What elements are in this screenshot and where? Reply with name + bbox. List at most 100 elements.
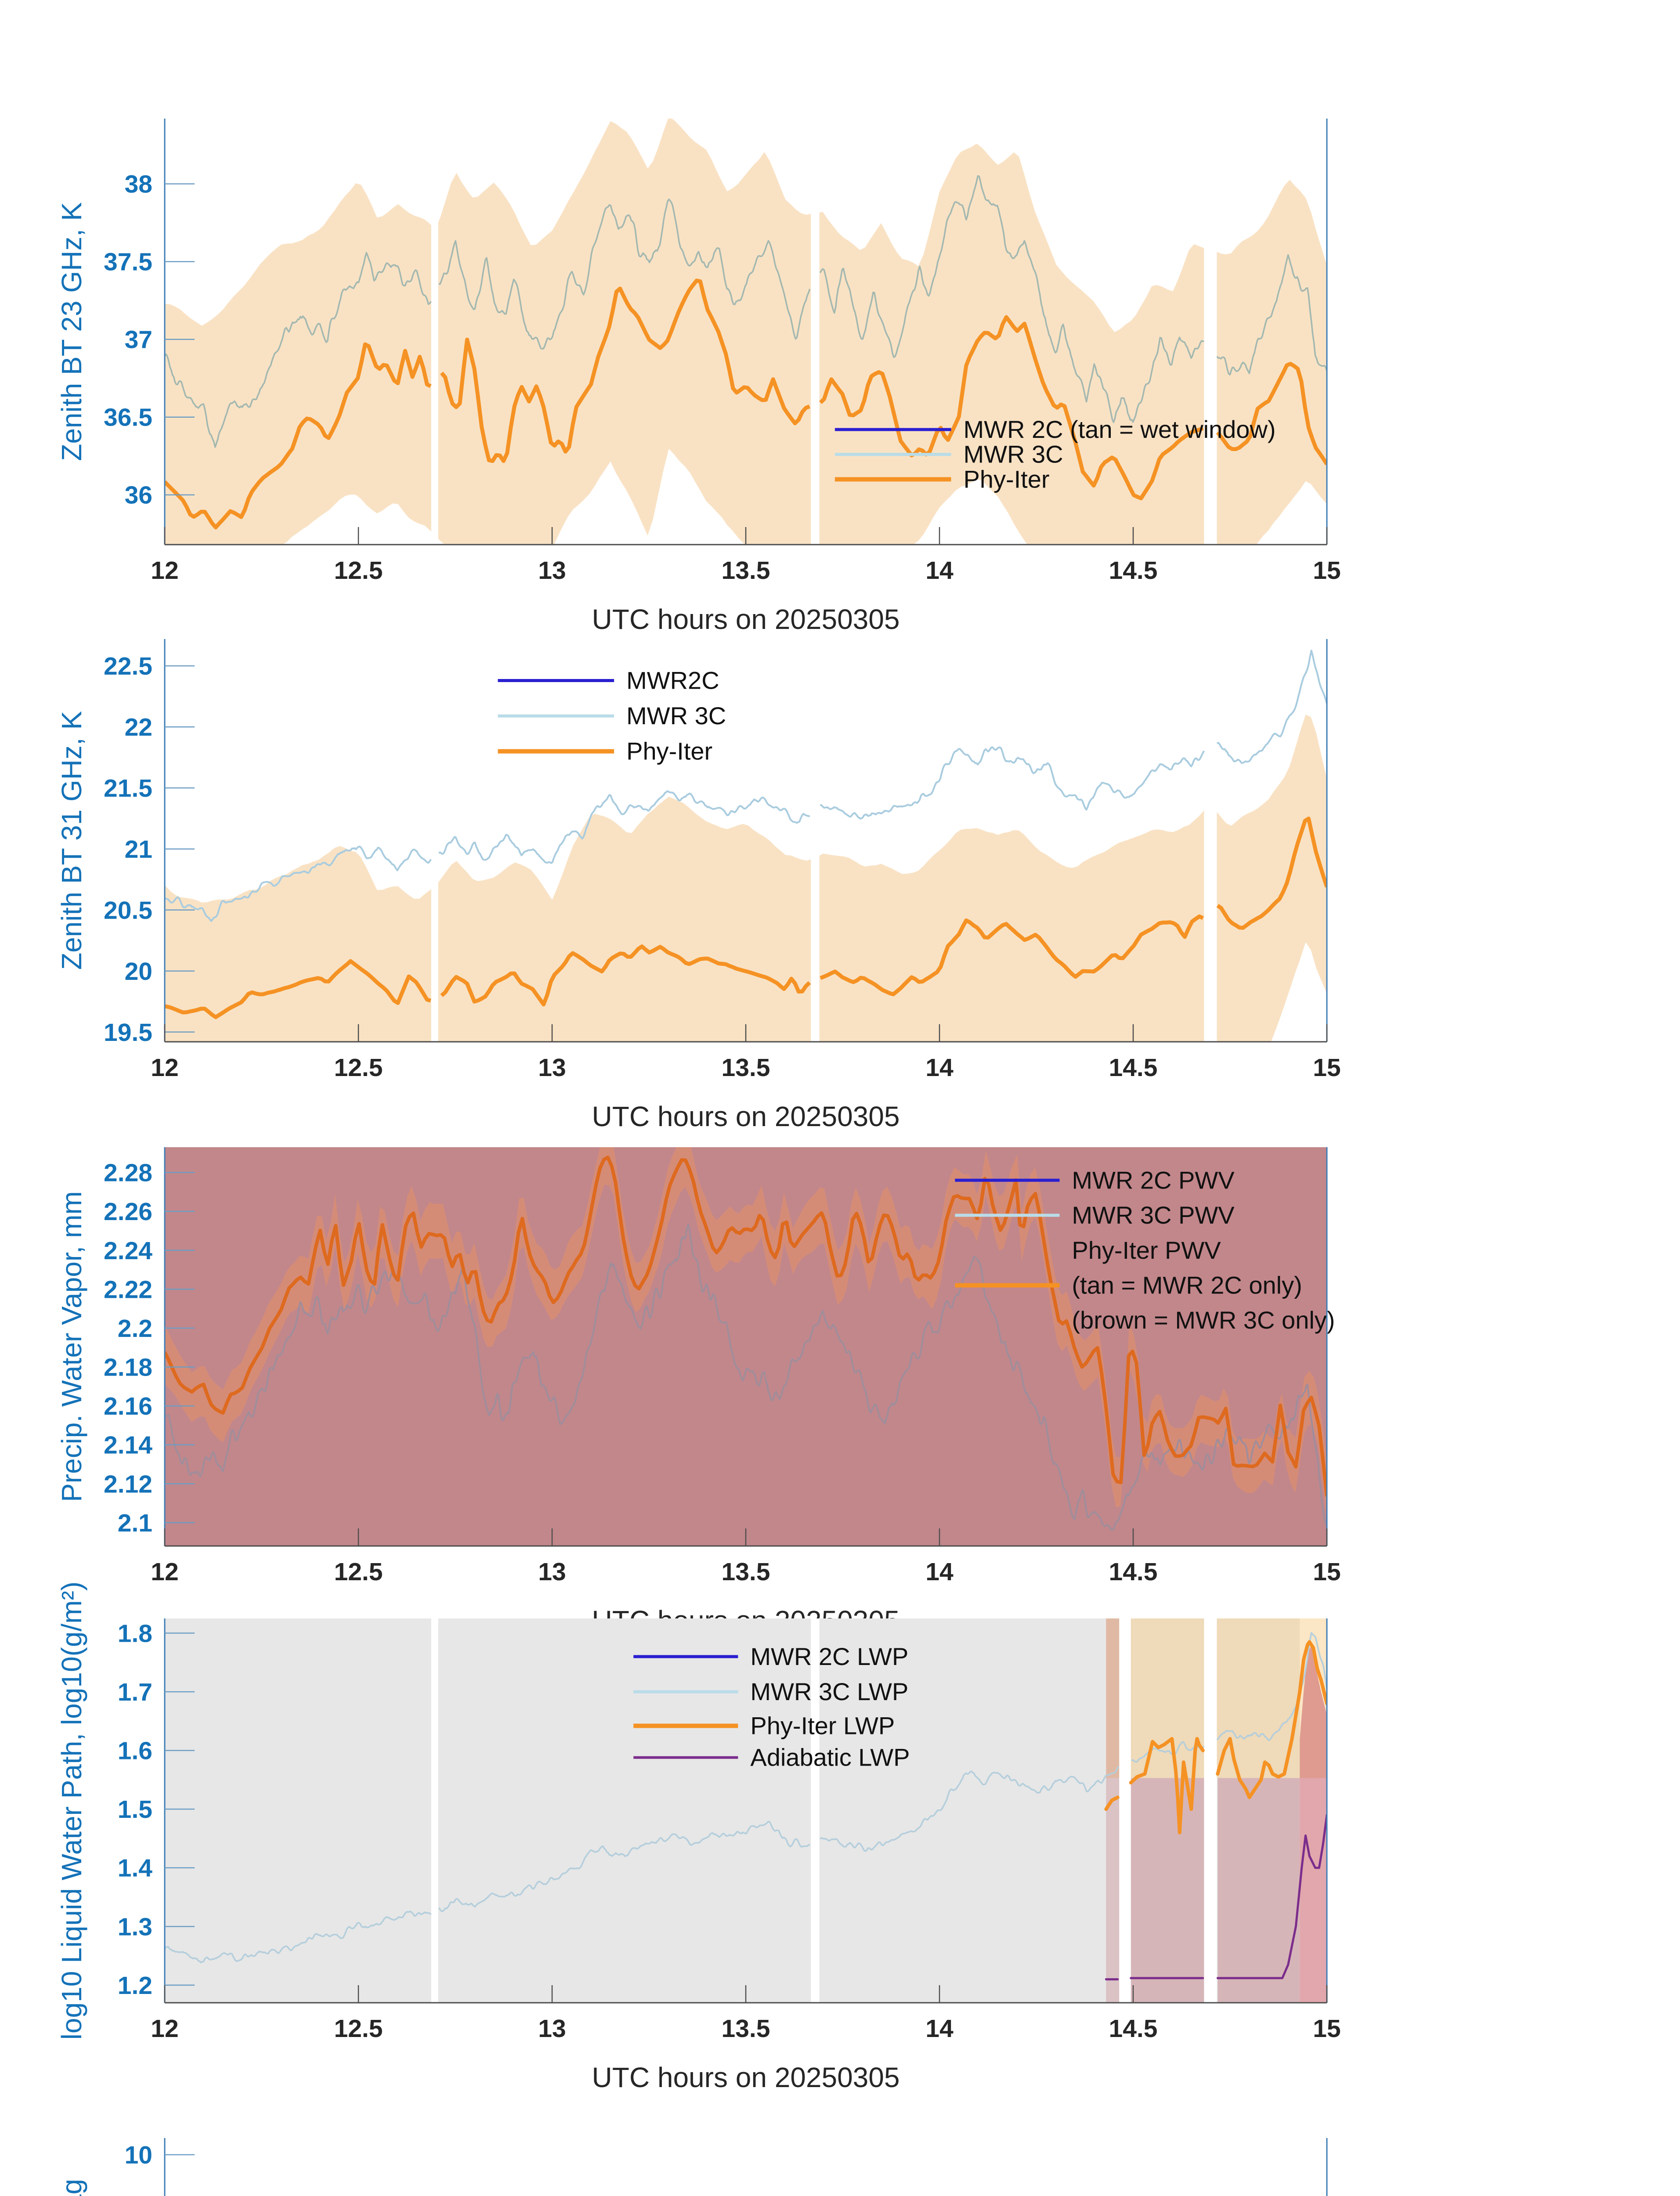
bt31-data-gap-stripe-0 xyxy=(431,639,438,1042)
lwp-legend-label-2: Phy-Iter LWP xyxy=(750,1712,895,1739)
lwp-data-gap-stripe-3 xyxy=(1204,1618,1217,2003)
lwp-xtick-label-0: 12 xyxy=(151,2015,178,2043)
lwp-adiabatic-line-seg-2 xyxy=(1216,1814,1327,1979)
bt23-data-gap-stripe-2 xyxy=(1204,119,1217,545)
bt31-xtick-label-6: 15 xyxy=(1313,1054,1340,1082)
bt23-xlabel: UTC hours on 20250305 xyxy=(592,603,900,635)
bt23-ytick-label-0: 36 xyxy=(125,481,152,509)
pwv-xtick-label-4: 14 xyxy=(925,1558,954,1586)
bt31-plot-area xyxy=(165,639,1327,1042)
pwv-ytick-label-4: 2.18 xyxy=(104,1354,152,1382)
bt31-ytick-label-2: 20.5 xyxy=(104,896,152,925)
bt23-ytick-label-4: 38 xyxy=(125,170,152,199)
pwv-legend-label-3: (tan = MWR 2C only) xyxy=(1072,1271,1302,1299)
bt31-xtick-label-2: 13 xyxy=(538,1054,566,1082)
pwv-legend-label-4: (brown = MWR 3C only) xyxy=(1072,1306,1335,1334)
bt31-ytick-label-0: 19.5 xyxy=(104,1019,152,1047)
bt31-mwr3c-line xyxy=(165,650,1327,922)
bt31-wet-window-band xyxy=(165,715,1327,1042)
bt31-ytick-label-4: 21.5 xyxy=(104,774,152,802)
bt23-wet-window-band xyxy=(165,119,1327,545)
bt23-ytick-label-3: 37.5 xyxy=(104,248,152,276)
bt23-plot-area xyxy=(165,119,1327,545)
pwv-legend: MWR 2C PWV MWR 3C PWV Phy-Iter PWV (tan = M… xyxy=(955,1166,1335,1334)
lwp-bg-layer-4 xyxy=(1218,1778,1300,2003)
panel-bt31: MWR2C MWR 3C Phy-Iter 19.5 20 20.5 21 21.5 22 22.… xyxy=(56,639,1341,1132)
bt31-ytick-label-3: 21 xyxy=(125,835,152,863)
bt23-xtick-label-3: 13.5 xyxy=(722,556,770,585)
bt31-xtick-label-5: 14.5 xyxy=(1109,1054,1158,1082)
bt31-ylabel: Zenith BT 31 GHz, K xyxy=(56,711,87,970)
bt31-legend-label-0: MWR2C xyxy=(626,666,719,694)
lwp-phyiter-line-seg-2 xyxy=(1216,1640,1327,1799)
bt31-xtick-label-4: 14 xyxy=(925,1054,954,1082)
dqflag-ytick-label-5: 10 xyxy=(125,2141,152,2169)
pwv-ytick-label-3: 2.16 xyxy=(104,1392,152,1420)
bt23-legend-label-1: MWR 3C xyxy=(963,441,1063,468)
pwv-background xyxy=(165,1147,1327,1546)
lwp-ytick-label-3: 1.5 xyxy=(118,1795,152,1824)
pwv-ytick-label-0: 2.1 xyxy=(118,1509,152,1537)
lwp-phyiter-line-seg-1 xyxy=(1129,1737,1205,1835)
lwp-legend-label-0: MWR 2C LWP xyxy=(750,1643,908,1670)
bt23-ytick-label-2: 37 xyxy=(125,326,152,354)
pwv-xtick-label-6: 15 xyxy=(1313,1558,1340,1586)
bt31-xlabel: UTC hours on 20250305 xyxy=(592,1101,900,1132)
pwv-xtick-label-5: 14.5 xyxy=(1109,1558,1158,1586)
bt23-xtick-label-6: 15 xyxy=(1313,556,1340,585)
lwp-xlabel: UTC hours on 20250305 xyxy=(592,2062,900,2093)
lwp-legend-label-3: Adiabatic LWP xyxy=(750,1744,910,1771)
pwv-ytick-label-7: 2.24 xyxy=(104,1237,152,1265)
bt23-xtick-label-5: 14.5 xyxy=(1109,556,1158,585)
bt31-phyiter-line xyxy=(165,816,1327,1019)
bt23-xtick-label-0: 12 xyxy=(151,556,178,585)
lwp-bg-layer-2 xyxy=(1106,1618,1120,2003)
bt23-xtick-label-2: 13 xyxy=(538,556,566,585)
lwp-ytick-label-2: 1.4 xyxy=(118,1854,153,1882)
lwp-ytick-label-1: 1.3 xyxy=(118,1913,152,1941)
bt23-ytick-label-1: 36.5 xyxy=(104,404,152,432)
pwv-ytick-label-1: 2.12 xyxy=(104,1470,152,1498)
lwp-legend: MWR 2C LWP MWR 3C LWP Phy-Iter LWP Adiabati… xyxy=(633,1643,910,1771)
bt23-legend-label-0: MWR 2C (tan = wet window) xyxy=(963,415,1275,443)
lwp-ytick-label-5: 1.7 xyxy=(118,1678,152,1706)
bt31-legend: MWR2C MWR 3C Phy-Iter xyxy=(498,666,726,765)
lwp-data-gap-stripe-2 xyxy=(1119,1618,1131,2003)
lwp-phyiter-line-seg-0 xyxy=(1104,1795,1120,1811)
pwv-ytick-label-6: 2.22 xyxy=(104,1275,152,1304)
pwv-ytick-label-5: 2.2 xyxy=(118,1315,152,1343)
lwp-plot-area xyxy=(165,1618,1327,2003)
bt23-xtick-label-4: 14 xyxy=(925,556,954,585)
lwp-legend-label-1: MWR 3C LWP xyxy=(750,1678,908,1705)
pwv-ytick-label-8: 2.26 xyxy=(104,1198,152,1226)
pwv-phyiter-line xyxy=(165,1156,1327,1497)
bt31-xtick-label-0: 12 xyxy=(151,1054,178,1082)
bt23-ylabel: Zenith BT 23 GHz, K xyxy=(56,202,87,461)
bt23-phyiter-line xyxy=(165,278,1327,530)
lwp-data-gap-stripe-1 xyxy=(811,1618,820,2003)
bt23-data-gap-stripe-0 xyxy=(431,119,438,545)
lwp-xtick-label-2: 13 xyxy=(538,2015,566,2043)
lwp-xtick-label-4: 14 xyxy=(925,2015,954,2043)
pwv-legend-label-1: MWR 3C PWV xyxy=(1072,1201,1235,1229)
lwp-xtick-label-3: 13.5 xyxy=(722,2015,770,2043)
lwp-ytick-label-6: 1.8 xyxy=(118,1619,152,1647)
bt31-xtick-label-1: 12.5 xyxy=(334,1054,383,1082)
lwp-xtick-label-5: 14.5 xyxy=(1109,2015,1158,2043)
lwp-bg-poly-5 xyxy=(1300,1645,1327,2003)
pwv-ytick-label-2: 2.14 xyxy=(104,1431,152,1459)
pwv-plot-area xyxy=(165,1147,1327,1546)
lwp-ytick-label-4: 1.6 xyxy=(118,1737,152,1765)
pwv-legend-label-0: MWR 2C PWV xyxy=(1072,1166,1235,1194)
bt31-ytick-label-5: 22 xyxy=(125,713,152,741)
lwp-ylabel: log10 Liquid Water Path, log10(g/m²) xyxy=(56,1582,87,2040)
bt31-data-gap-stripe-2 xyxy=(1204,639,1217,1042)
bt23-legend-label-2: Phy-Iter xyxy=(963,465,1049,493)
pwv-xtick-label-3: 13.5 xyxy=(722,1558,770,1586)
lwp-xtick-label-1: 12.5 xyxy=(334,2015,383,2043)
lwp-mwr3c-line xyxy=(165,1632,1327,1964)
